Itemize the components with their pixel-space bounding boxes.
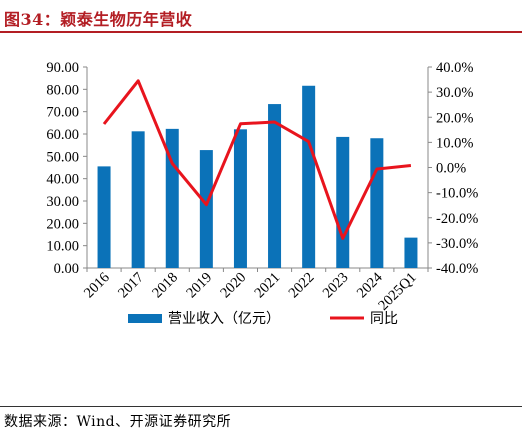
x-tick-label: 2022 xyxy=(286,270,318,302)
right-tick-label: -10.0% xyxy=(436,186,478,202)
left-tick-label: 0.00 xyxy=(54,261,79,277)
title-rule xyxy=(0,31,522,33)
legend-swatch-bar xyxy=(128,314,162,323)
left-tick-label: 30.00 xyxy=(46,194,79,210)
right-tick-label: -30.0% xyxy=(436,236,478,252)
right-tick-label: 20.0% xyxy=(436,110,473,126)
bar-2019 xyxy=(199,150,213,268)
x-tick-label: 2023 xyxy=(320,270,352,302)
left-tick-label: 40.00 xyxy=(46,172,79,188)
x-tick-label: 2018 xyxy=(149,270,181,302)
left-tick-label: 60.00 xyxy=(46,127,79,143)
bar-2023 xyxy=(336,136,350,268)
right-tick-label: -40.0% xyxy=(436,261,478,277)
bar-2016 xyxy=(97,166,111,268)
left-tick-label: 90.00 xyxy=(46,60,79,76)
legend-label-line: 同比 xyxy=(370,311,398,327)
source-rule xyxy=(0,406,522,407)
bar-2021 xyxy=(268,104,282,268)
yoy-line xyxy=(102,79,412,240)
x-tick-label: 2025Q1 xyxy=(375,270,419,314)
bar-2022 xyxy=(302,85,316,268)
line-series xyxy=(102,79,412,240)
x-tick-label: 2016 xyxy=(81,270,113,302)
x-tick-label: 2017 xyxy=(115,270,147,302)
left-tick-label: 20.00 xyxy=(46,216,79,232)
left-tick-label: 50.00 xyxy=(46,149,79,165)
right-tick-label: 0.0% xyxy=(436,161,466,177)
x-tick-label: 2020 xyxy=(217,270,249,302)
left-tick-label: 10.00 xyxy=(46,239,79,255)
chart-title: 图34：颖泰生物历年营收 xyxy=(4,10,193,29)
right-tick-label: 30.0% xyxy=(436,85,473,101)
tick-labels: 0.00 10.00 20.00 30.00 40.00 50.00 60.00 70.00 8… xyxy=(46,60,478,314)
x-tick-label: 2019 xyxy=(183,270,215,302)
legend: 营业收入（亿元） 同比 xyxy=(128,311,398,327)
x-tick-label: 2021 xyxy=(252,270,284,302)
bar-series xyxy=(97,85,418,268)
left-tick-label: 80.00 xyxy=(46,82,79,98)
bar-2025Q1 xyxy=(404,237,418,268)
bar-2017 xyxy=(131,131,145,268)
bar-2024 xyxy=(370,138,384,268)
left-tick-label: 70.00 xyxy=(46,105,79,121)
right-tick-label: 40.0% xyxy=(436,60,473,76)
source-note: 数据来源：Wind、开源证券研究所 xyxy=(4,414,232,430)
bar-2020 xyxy=(233,129,247,268)
legend-label-bar: 营业收入（亿元） xyxy=(168,311,280,327)
revenue-chart: 0.00 10.00 20.00 30.00 40.00 50.00 60.00 70.00 8… xyxy=(46,60,478,327)
right-tick-label: -20.0% xyxy=(436,211,478,227)
bar-2018 xyxy=(165,128,179,268)
right-tick-label: 10.0% xyxy=(436,135,473,151)
